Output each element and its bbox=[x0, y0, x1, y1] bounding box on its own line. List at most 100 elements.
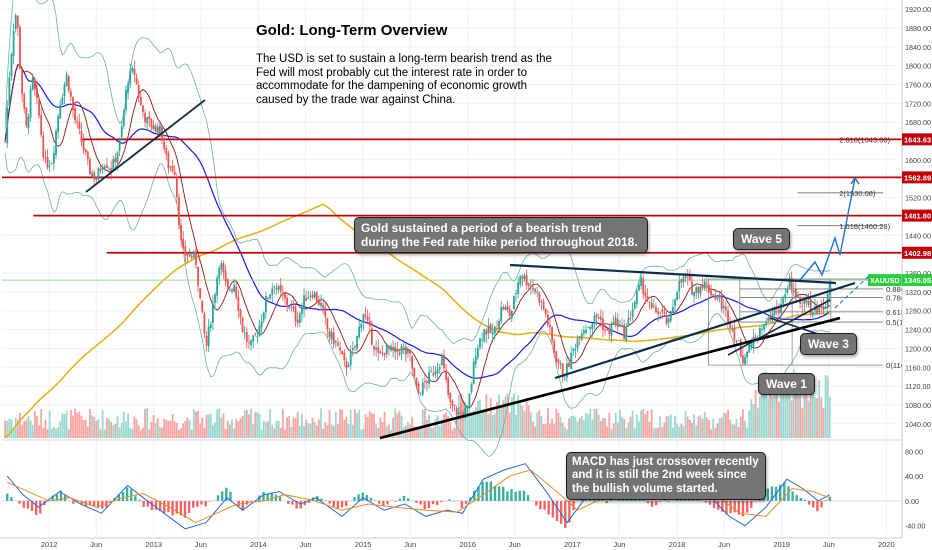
price-axis-tick: 1920.00 bbox=[905, 5, 931, 14]
candle-body bbox=[428, 371, 431, 384]
macd-histogram-bar bbox=[26, 500, 30, 509]
volume-bar bbox=[313, 421, 316, 438]
volume-bar bbox=[430, 427, 433, 438]
candle-body bbox=[686, 277, 689, 278]
volume-bar bbox=[818, 380, 821, 438]
price-axis-tick: 1880.00 bbox=[905, 24, 931, 33]
candle-body bbox=[451, 400, 454, 406]
candle-body bbox=[343, 352, 346, 361]
volume-bar bbox=[288, 415, 291, 438]
volume-bar bbox=[31, 424, 34, 438]
candle-body bbox=[744, 357, 746, 365]
candle-body bbox=[173, 171, 176, 175]
callout-wave3: Wave 3 bbox=[800, 333, 857, 355]
volume-bar bbox=[432, 427, 435, 438]
time-axis-label: 2020 bbox=[878, 540, 895, 549]
candle-body bbox=[417, 383, 420, 394]
macd-histogram-bar bbox=[394, 500, 397, 502]
volume-bar bbox=[101, 410, 104, 438]
volume-bar bbox=[580, 416, 583, 438]
candle-body bbox=[214, 294, 216, 303]
macd-histogram-bar bbox=[6, 493, 9, 501]
volume-bar bbox=[476, 400, 479, 438]
volume-bar bbox=[549, 423, 551, 438]
candle-body bbox=[298, 313, 301, 323]
volume-bar bbox=[640, 410, 643, 438]
volume-bar bbox=[370, 413, 373, 438]
volume-bar bbox=[118, 427, 121, 438]
candle-body bbox=[21, 69, 23, 95]
candle-body bbox=[84, 149, 87, 153]
candle-body bbox=[540, 301, 543, 303]
macd-histogram-bar bbox=[659, 500, 662, 502]
volume-bar bbox=[589, 408, 592, 438]
volume-bar bbox=[89, 408, 91, 438]
candle-body bbox=[36, 87, 38, 99]
candle-body bbox=[245, 332, 248, 342]
macd-histogram-bar bbox=[795, 494, 798, 501]
volume-bar bbox=[78, 411, 81, 438]
candle-body bbox=[63, 84, 66, 97]
candle-body bbox=[453, 404, 456, 407]
candle-body bbox=[211, 303, 214, 323]
volume-bar bbox=[332, 425, 335, 438]
volume-bar bbox=[828, 396, 831, 438]
candle-body bbox=[699, 286, 702, 294]
volume-bar bbox=[205, 414, 208, 438]
volume-bar bbox=[373, 413, 375, 438]
volume-bar bbox=[396, 413, 399, 438]
volume-bar bbox=[59, 421, 62, 438]
time-axis-label: Jun bbox=[509, 540, 521, 549]
macd-histogram-bar bbox=[320, 498, 323, 501]
macd-histogram-bar bbox=[200, 500, 203, 505]
candle-body bbox=[273, 286, 276, 288]
volume-bar bbox=[534, 426, 537, 438]
volume-bar bbox=[330, 424, 333, 438]
candle-body bbox=[52, 152, 55, 164]
candle-body bbox=[292, 306, 295, 309]
candle-body bbox=[629, 317, 632, 319]
price-axis-tick: 1120.00 bbox=[905, 382, 930, 391]
candle-body bbox=[729, 323, 732, 328]
candle-body bbox=[29, 88, 32, 118]
volume-bar bbox=[761, 392, 763, 438]
candle-body bbox=[366, 316, 369, 321]
candle-body bbox=[504, 307, 507, 310]
volume-bar bbox=[260, 429, 263, 438]
volume-bar bbox=[207, 414, 210, 438]
macd-histogram-bar bbox=[179, 500, 183, 516]
candle-body bbox=[705, 283, 708, 285]
price-axis-tick: 1680.00 bbox=[905, 118, 931, 127]
candle-body bbox=[72, 97, 74, 111]
volume-bar bbox=[735, 418, 738, 438]
candle-body bbox=[150, 118, 153, 128]
candle-body bbox=[680, 279, 683, 283]
volume-bar bbox=[788, 387, 791, 438]
candle-body bbox=[356, 335, 358, 350]
macd-histogram-bar bbox=[208, 500, 211, 502]
candle-body bbox=[506, 306, 509, 310]
volume-bar bbox=[572, 415, 575, 438]
candle-body bbox=[281, 292, 284, 296]
macd-histogram-bar bbox=[336, 500, 340, 509]
candle-body bbox=[722, 305, 725, 308]
candle-body bbox=[432, 373, 435, 376]
macd-histogram-bar bbox=[125, 487, 129, 501]
candle-body bbox=[421, 382, 424, 395]
candle-body bbox=[807, 300, 810, 305]
macd-histogram-bar bbox=[55, 494, 59, 501]
volume-bar bbox=[125, 421, 127, 438]
ma-blue bbox=[4, 64, 831, 379]
volume-bar bbox=[116, 416, 119, 438]
volume-bar bbox=[710, 429, 712, 438]
volume-bar bbox=[364, 414, 367, 438]
macd-histogram-bar bbox=[766, 488, 769, 501]
candle-body bbox=[114, 158, 117, 163]
volume-bar bbox=[566, 429, 568, 438]
volume-bar bbox=[462, 399, 464, 438]
volume-bar bbox=[771, 397, 774, 438]
macd-histogram-bar bbox=[262, 491, 265, 501]
volume-bar bbox=[55, 428, 57, 438]
volume-bar bbox=[305, 419, 308, 438]
